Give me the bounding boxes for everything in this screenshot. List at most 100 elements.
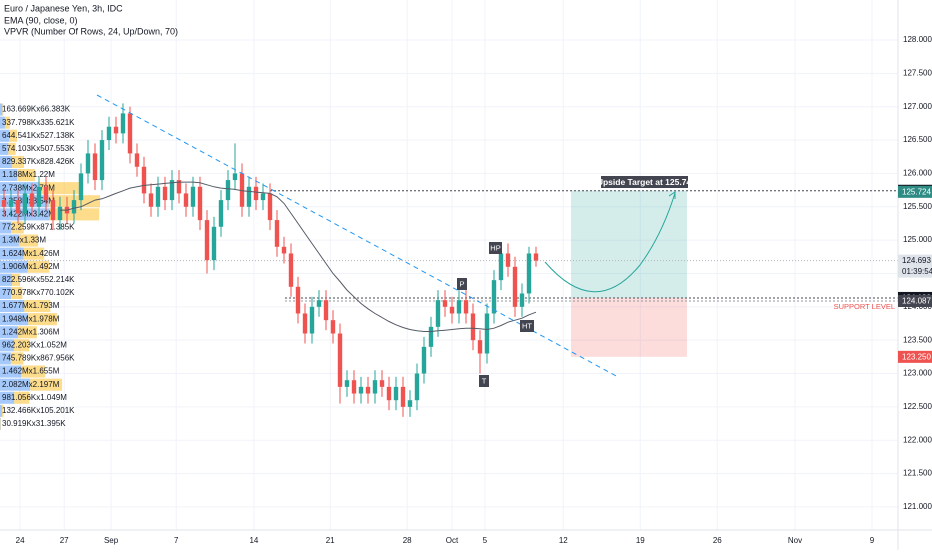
- candle-body: [2, 200, 6, 207]
- candle-body: [408, 400, 412, 407]
- x-tick-label: 7: [174, 536, 179, 545]
- candle-body: [149, 193, 153, 206]
- indicator-ema: EMA (90, close, 0): [4, 15, 78, 25]
- y-tick-label: 126.500: [903, 135, 932, 144]
- candle-body: [492, 280, 496, 313]
- vp-label: 772.259Kx871.385K: [2, 223, 75, 232]
- x-tick-label: Nov: [788, 536, 802, 545]
- candle-body: [527, 253, 531, 293]
- candle-body: [114, 127, 118, 134]
- candle-body: [121, 113, 125, 133]
- y-tick-label: 121.000: [903, 502, 932, 511]
- candle-body: [23, 193, 27, 213]
- candle-body: [450, 307, 454, 314]
- candle-body: [58, 207, 62, 220]
- x-tick-label: 27: [60, 536, 69, 545]
- candle-body: [156, 187, 160, 207]
- candle-body: [282, 247, 286, 254]
- x-tick-label: 24: [16, 536, 25, 545]
- candle-body: [499, 253, 503, 280]
- y-tick-label: 127.000: [903, 102, 932, 111]
- candle-body: [191, 187, 195, 207]
- candle-body: [506, 253, 510, 266]
- candle-body: [520, 293, 524, 306]
- x-tick-label: 26: [713, 536, 722, 545]
- t-label: T: [482, 376, 487, 385]
- candle-body: [324, 300, 328, 320]
- price-label: 123.250: [902, 352, 931, 361]
- x-tick-label: 5: [483, 536, 488, 545]
- candle-body: [100, 140, 104, 180]
- candle-body: [401, 387, 405, 407]
- candle-body: [37, 187, 41, 207]
- candle-body: [289, 253, 293, 286]
- candle-body: [72, 200, 76, 213]
- vp-label: 1.188Mx1.22M: [2, 170, 55, 179]
- candle-body: [429, 327, 433, 347]
- candle-body: [534, 253, 538, 260]
- x-tick-label: 9: [870, 536, 875, 545]
- y-tick-label: 121.500: [903, 469, 932, 478]
- candle-body: [345, 380, 349, 387]
- candle-body: [79, 173, 83, 200]
- candle-body: [317, 300, 321, 307]
- candle-body: [128, 113, 132, 153]
- y-tick-label: 122.500: [903, 402, 932, 411]
- candle-body: [9, 200, 13, 207]
- symbol-title: Euro / Japanese Yen, 3h, IDC: [4, 3, 123, 13]
- candle-body: [30, 193, 34, 206]
- y-tick-label: 123.000: [903, 369, 932, 378]
- vp-label: 829.337Kx828.426K: [2, 157, 75, 166]
- candle-body: [247, 187, 251, 207]
- vp-label: 574.103Kx507.553K: [2, 144, 75, 153]
- candle-body: [338, 334, 342, 387]
- vp-label: 1.242Mx1.306M: [2, 327, 60, 336]
- x-tick-label: 14: [249, 536, 258, 545]
- support-label: SUPPORT LEVEL: [834, 302, 895, 311]
- vp-label: 1.462Mx1.655M: [2, 367, 60, 376]
- hp-label: HP: [490, 243, 500, 252]
- candle-body: [233, 173, 237, 180]
- ht-label: HT: [522, 321, 532, 330]
- x-tick-label: 12: [559, 536, 568, 545]
- candle-body: [205, 220, 209, 260]
- candle-body: [464, 300, 468, 313]
- candle-body: [366, 387, 370, 394]
- vp-label: 1.677Mx1.793M: [2, 301, 60, 310]
- vp-label: 3.422Mx3.42M: [2, 209, 55, 218]
- candle-body: [254, 187, 258, 200]
- candle-body: [513, 267, 517, 307]
- x-tick-label: Oct: [446, 536, 459, 545]
- price-label: 124.087: [902, 297, 931, 306]
- vp-label: 1.906Mx1.492M: [2, 262, 60, 271]
- candle-body: [219, 200, 223, 227]
- candle-body: [275, 220, 279, 247]
- y-tick-label: 122.000: [903, 435, 932, 444]
- y-tick-label: 125.500: [903, 202, 932, 211]
- candle-body: [135, 153, 139, 166]
- y-tick-label: 125.000: [903, 235, 932, 244]
- candle-body: [184, 193, 188, 206]
- candle-body: [373, 380, 377, 393]
- vp-label: 1.624Mx1.426M: [2, 249, 60, 258]
- vp-label: 132.466Kx105.201K: [2, 406, 75, 415]
- vp-label: 337.798Kx335.621K: [2, 118, 75, 127]
- vp-label: 962.203Kx1.052M: [2, 340, 67, 349]
- candle-body: [380, 380, 384, 387]
- candle-body: [359, 387, 363, 394]
- indicator-vpvr: VPVR (Number Of Rows, 24, Up/Down, 70): [4, 26, 178, 36]
- candle-body: [422, 347, 426, 374]
- x-tick-label: Sep: [104, 536, 119, 545]
- vp-label: 1.948Mx1.978M: [2, 314, 60, 323]
- candle-body: [485, 313, 489, 353]
- countdown: 01:39:54: [902, 267, 932, 276]
- y-tick-label: 127.500: [903, 68, 932, 77]
- price-label: 125.724: [902, 187, 931, 196]
- vp-label: 163.669Kx66.383K: [2, 105, 71, 114]
- candle-body: [443, 300, 447, 307]
- vp-label: 822.596Kx552.214K: [2, 275, 75, 284]
- vp-label: 30.919Kx31.395K: [2, 419, 66, 428]
- candle-body: [226, 180, 230, 200]
- candle-body: [86, 153, 90, 173]
